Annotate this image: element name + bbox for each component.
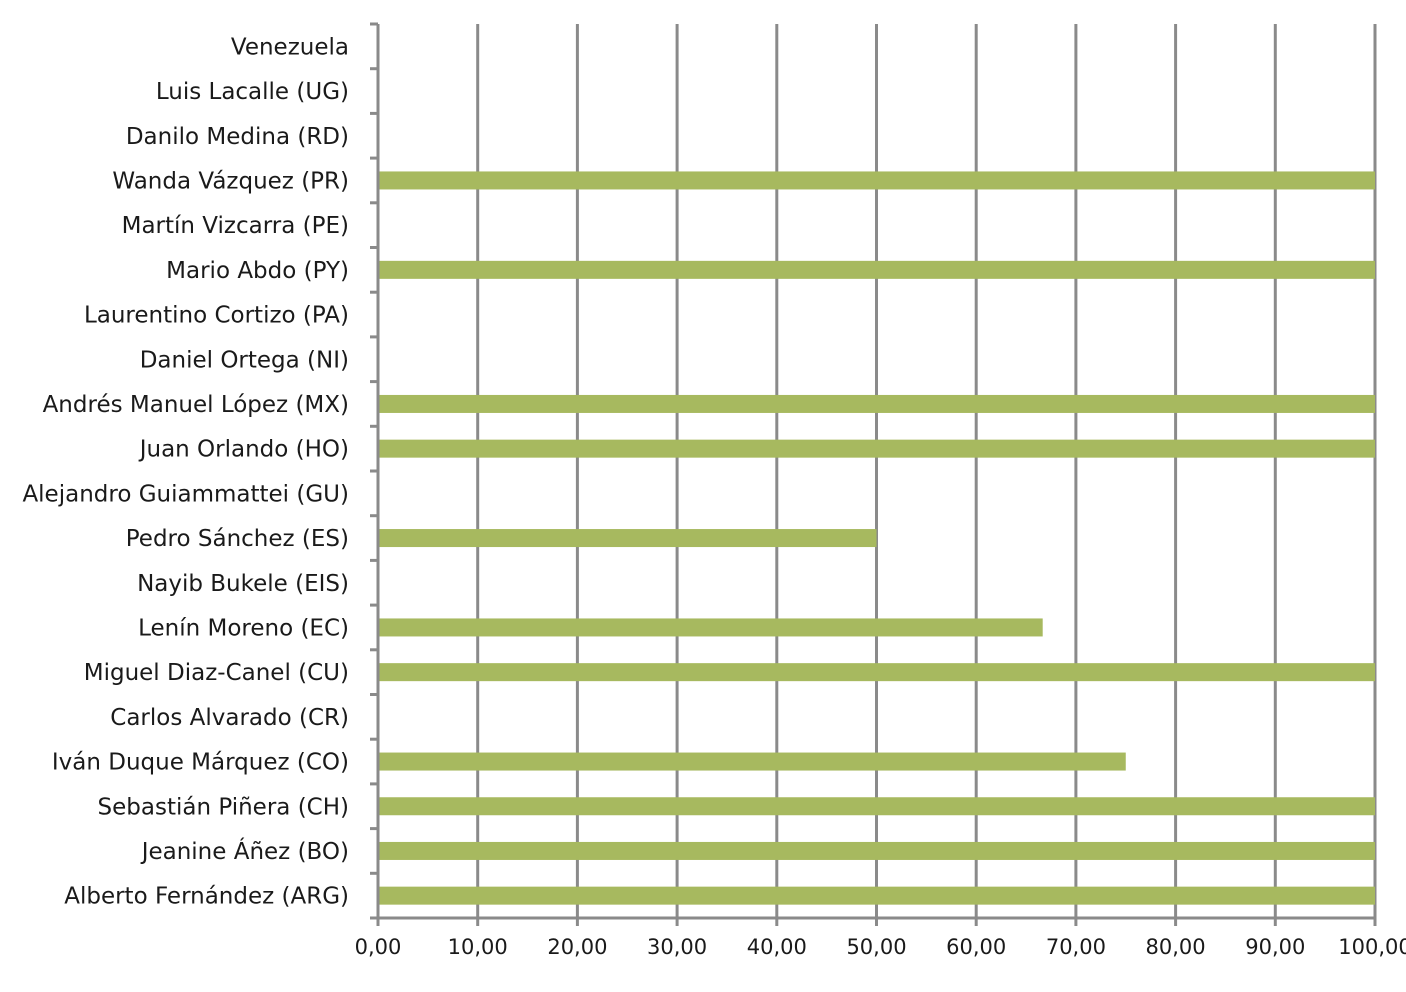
bar	[379, 886, 1375, 905]
bar	[379, 797, 1375, 816]
x-tick-label: 80,00	[1146, 935, 1206, 959]
x-tick-label: 10,00	[448, 935, 508, 959]
x-tick-label: 60,00	[946, 935, 1006, 959]
category-label: Alejandro Guiammattei (GU)	[22, 481, 349, 507]
x-tick-label: 20,00	[547, 935, 607, 959]
category-label: Mario Abdo (PY)	[166, 258, 349, 284]
axes	[370, 22, 1377, 926]
category-label: Miguel Diaz-Canel (CU)	[84, 660, 349, 686]
x-tick-label: 40,00	[747, 935, 807, 959]
x-tick-label: 70,00	[1046, 935, 1106, 959]
bar	[379, 663, 1375, 682]
bar	[379, 841, 1375, 860]
x-tick-label: 0,00	[355, 935, 402, 959]
bar	[379, 752, 1126, 771]
x-tick-label: 100,00	[1338, 935, 1406, 959]
bar	[379, 529, 877, 548]
bars	[379, 171, 1375, 905]
category-label: Luis Lacalle (UG)	[156, 79, 349, 105]
bar	[379, 439, 1375, 458]
bar	[379, 171, 1375, 190]
x-tick-label: 50,00	[846, 935, 906, 959]
category-label: Iván Duque Márquez (CO)	[52, 750, 349, 776]
bar	[379, 618, 1043, 637]
category-label: Nayib Bukele (EIS)	[137, 571, 349, 597]
category-label: Andrés Manuel López (MX)	[43, 392, 349, 418]
category-labels: Alberto Fernández (ARG) Jeanine Áñez (BO)…	[22, 34, 349, 909]
grid-lines	[476, 24, 1377, 918]
x-tick-label: 30,00	[647, 935, 707, 959]
bar	[379, 394, 1375, 413]
category-label: Martín Vizcarra (PE)	[122, 213, 349, 239]
category-label: Alberto Fernández (ARG)	[64, 884, 349, 910]
category-label: Venezuela	[231, 34, 349, 60]
category-label: Juan Orlando (HO)	[138, 437, 349, 463]
category-label: Jeanine Áñez (BO)	[140, 837, 349, 865]
category-label: Carlos Alvarado (CR)	[110, 705, 349, 731]
category-label: Pedro Sánchez (ES)	[126, 526, 349, 552]
x-tick-labels: 0,00 10,00 20,00 30,00 40,00 50,00 60,00 70,00 8…	[355, 935, 1406, 959]
category-label: Danilo Medina (RD)	[126, 124, 349, 150]
category-label: Sebastián Piñera (CH)	[98, 794, 349, 820]
category-label: Laurentino Cortizo (PA)	[84, 303, 349, 329]
x-tick-label: 90,00	[1245, 935, 1305, 959]
category-label: Wanda Vázquez (PR)	[112, 168, 349, 194]
bar	[379, 260, 1375, 279]
category-label: Lenín Moreno (EC)	[138, 615, 349, 641]
category-label: Daniel Ortega (NI)	[140, 347, 349, 373]
